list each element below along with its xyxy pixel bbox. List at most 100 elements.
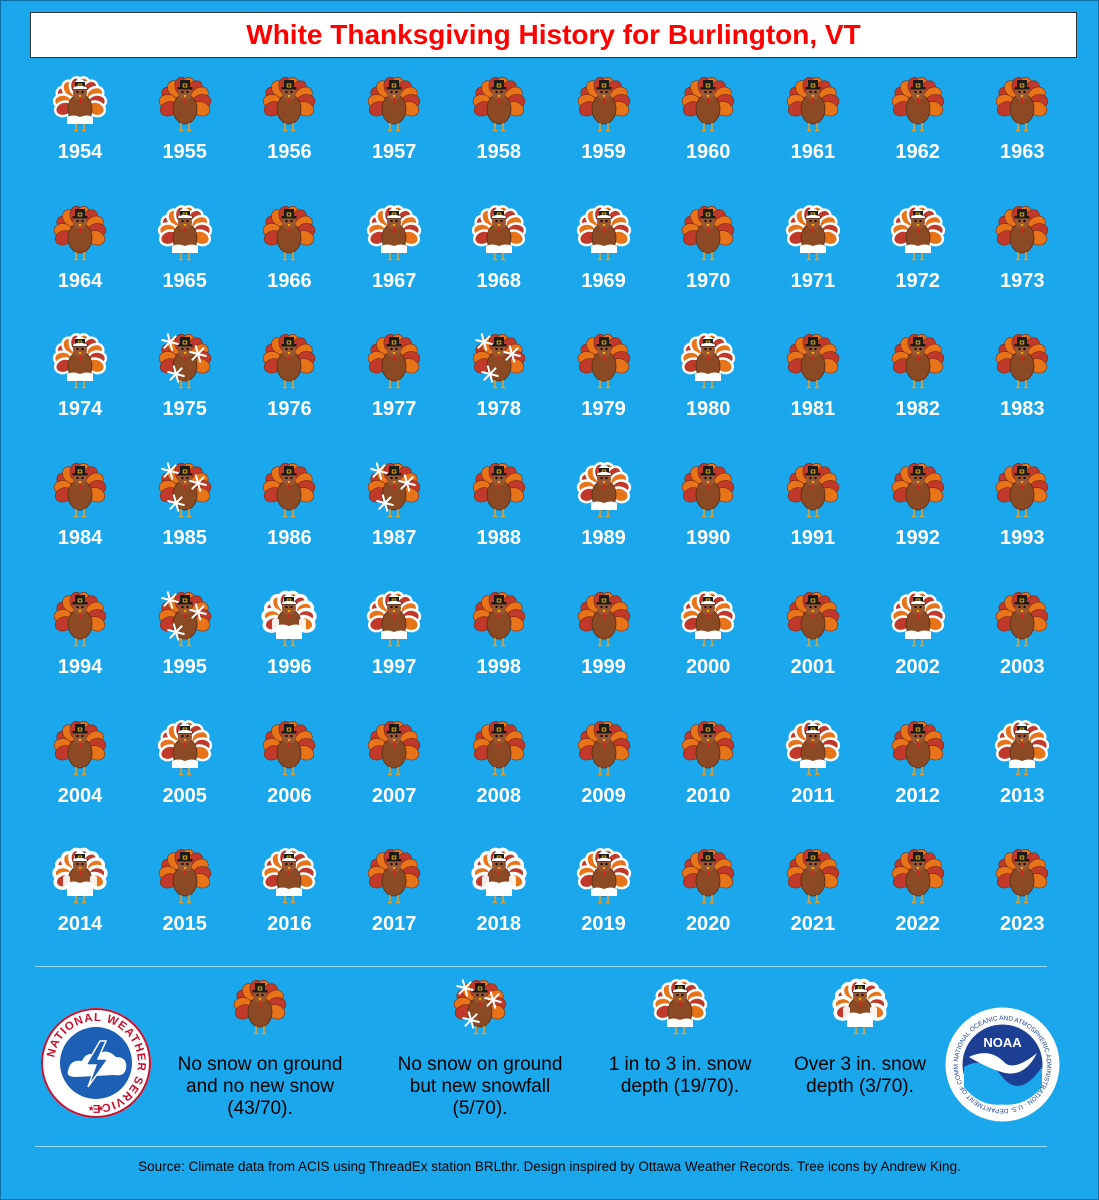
year-cell: 1999 (552, 590, 656, 700)
year-label: 1966 (267, 269, 312, 292)
turkey-icon (682, 77, 735, 132)
legend-text-over-3-in: Over 3 in. snow depth (3/70). (794, 1054, 926, 1097)
year-label: 1994 (57, 655, 103, 678)
year-label: 1991 (790, 527, 836, 550)
legend-text-1-3-in: 1 in to 3 in. snow depth (19/70). (608, 1054, 752, 1097)
year-label: 2014 (57, 913, 103, 936)
legend-item-1-3-in: 1 in to 3 in. snow depth (19/70). (605, 978, 755, 1098)
source-note: Source: Climate data from ACIS using Thr… (138, 1159, 961, 1174)
turkey-icon (891, 334, 944, 390)
year-cell: 1996 (237, 590, 341, 700)
year-label: 2012 (895, 784, 940, 807)
year-cell: 1987 (342, 461, 446, 571)
year-label: 2001 (790, 655, 836, 678)
legend-text-new-snowfall: No snow on ground but new snowfall (5/70… (397, 1054, 563, 1119)
year-label: 1977 (371, 398, 417, 421)
turkey-icon (682, 463, 735, 518)
nws-logo: NATIONAL WEATHER SERVICE ★ ★ (41, 1008, 151, 1118)
year-label: 2010 (685, 784, 731, 807)
turkey-icon (891, 720, 944, 776)
year-label: 2022 (895, 913, 940, 936)
year-cell: 2007 (342, 719, 446, 829)
year-cell: 1964 (28, 204, 132, 314)
snowy-turkey-icon (785, 719, 841, 776)
year-label: 2008 (476, 784, 522, 807)
year-cell: 1986 (237, 461, 341, 571)
turkey-icon (682, 849, 735, 904)
year-cell: 2004 (28, 719, 132, 829)
year-label: 2007 (371, 784, 417, 807)
year-label: 2016 (267, 913, 312, 936)
year-label: 1989 (581, 527, 626, 550)
turkey-icon (996, 849, 1049, 904)
year-cell: 1972 (866, 204, 970, 314)
year-label: 1980 (685, 398, 731, 421)
year-cell: 2009 (552, 719, 656, 829)
year-label: 1984 (57, 527, 103, 550)
snowy-turkey-icon (366, 590, 422, 647)
year-cell: 1961 (761, 75, 865, 185)
year-cell: 1959 (552, 75, 656, 185)
year-label: 1972 (895, 269, 940, 292)
year-cell: 1990 (656, 461, 760, 571)
turkey-icon (996, 463, 1049, 518)
noaa-logo-text: NOAA (983, 1035, 1022, 1050)
snowy-turkey-icon (157, 719, 212, 776)
year-label: 1958 (476, 141, 522, 163)
year-label: 1968 (476, 269, 522, 292)
year-cell: 1991 (761, 461, 865, 571)
year-label: 1996 (267, 655, 312, 678)
turkey-icon (996, 591, 1049, 647)
year-label: 1967 (371, 269, 417, 292)
year-label: 2011 (791, 784, 835, 807)
year-cell: 1983 (970, 332, 1074, 442)
year-label: 1960 (685, 141, 731, 163)
year-cell: 2015 (133, 847, 237, 957)
turkey-icon (263, 720, 316, 776)
turkey-icon (682, 205, 735, 261)
turkey-icon (53, 205, 107, 261)
year-cell: 1973 (970, 204, 1074, 314)
year-label: 1992 (895, 527, 940, 550)
year-label: 1970 (685, 269, 731, 292)
year-label: 1961 (790, 141, 836, 163)
year-label: 1957 (371, 141, 417, 163)
year-label: 1987 (371, 527, 417, 550)
year-label: 2021 (790, 913, 836, 936)
year-cell: 1981 (761, 332, 865, 442)
year-label: 2017 (371, 913, 417, 936)
year-cell: 2005 (133, 719, 237, 829)
legend-divider-bottom (35, 1146, 1047, 1147)
turkey-icon (577, 591, 630, 647)
year-cell: 1969 (552, 204, 656, 314)
year-cell: 1979 (552, 332, 656, 442)
svg-text:★ ★: ★ ★ (88, 1104, 105, 1113)
turkey-icon (472, 720, 525, 776)
year-label: 1974 (57, 398, 103, 421)
year-label: 2020 (685, 913, 731, 936)
year-cell: 2010 (656, 719, 760, 829)
year-label: 1981 (790, 398, 836, 421)
turkey-icon (367, 849, 421, 904)
year-cell: 2022 (866, 847, 970, 957)
legend-item-over-3-in: Over 3 in. snow depth (3/70). (790, 978, 930, 1098)
year-label: 1988 (476, 527, 522, 550)
year-label: 1976 (267, 398, 312, 421)
turkey-icon (891, 77, 944, 132)
turkey-icon (263, 205, 316, 261)
year-cell: 2008 (447, 719, 551, 829)
turkey-icon (158, 77, 211, 132)
turkey-icon (367, 77, 421, 132)
turkey-icon (996, 205, 1049, 261)
year-label: 1986 (267, 527, 312, 550)
legend-item-no-snow: No snow on ground and no new snow (43/70… (160, 978, 360, 1120)
year-label: 2004 (57, 784, 103, 807)
year-cell: 1965 (133, 204, 237, 314)
turkey-icon (53, 720, 107, 776)
turkey-icon (577, 77, 630, 132)
year-label: 1997 (371, 655, 417, 678)
turkey-icon (367, 720, 421, 776)
snowy-turkey-icon (890, 590, 945, 647)
year-label: 1956 (267, 141, 312, 163)
year-cell: 1966 (237, 204, 341, 314)
